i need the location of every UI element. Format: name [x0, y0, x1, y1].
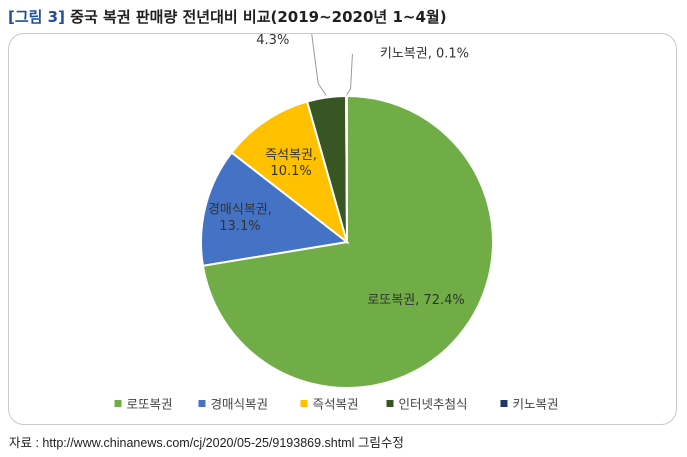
- legend-label-3: 즉석복권: [313, 397, 359, 412]
- legend-swatch-5: [500, 400, 508, 407]
- slice-data-label-3: 즉석복권, 10.1%: [265, 148, 317, 179]
- legend-swatch-3: [300, 400, 308, 407]
- figure-caption: [그림 3] 중국 복권 판매량 전년대비 비교(2019~2020년 1~4월…: [8, 6, 447, 27]
- legend-label-2: 경매식복권: [211, 397, 269, 412]
- legend-label-4: 인터넷추첨식: [399, 397, 468, 412]
- chart-frame: 로또복권, 72.4% 경매식복권,13.1% 즉석복권,10.1% 인터넷추첨식,4…: [8, 33, 677, 425]
- figure-title: 중국 복권 판매량 전년대비 비교(2019~2020년 1~4월): [70, 8, 447, 26]
- leader-line-5: [346, 53, 353, 96]
- legend-swatch-1: [114, 400, 122, 407]
- slice-data-label-4: 인터넷추첨식,4.3%: [235, 34, 311, 48]
- legend-swatch-2: [198, 400, 206, 407]
- source-note: 자료 : http://www.chinanews.com/cj/2020/05…: [9, 436, 404, 450]
- leader-line-4: [311, 34, 327, 96]
- slice-data-label-5: 키노복권, 0.1%: [380, 46, 469, 61]
- legend-swatch-4: [386, 400, 394, 407]
- pie-slice-5: [345, 94, 348, 243]
- slice-data-label-2: 경매식복권, 13.1%: [208, 203, 272, 234]
- legend-label-1: 로또복권: [127, 397, 173, 412]
- legend-label-5: 키노복권: [513, 397, 559, 412]
- slice-data-label-1: 로또복권, 72.4%: [367, 293, 464, 308]
- pie-slice-2: [200, 151, 350, 267]
- pie-chart: 로또복권, 72.4% 경매식복권,13.1% 즉석복권,10.1% 인터넷추첨식,4…: [114, 34, 559, 412]
- figure-number: [그림 3]: [8, 8, 65, 26]
- pie-slice-3: [230, 100, 349, 245]
